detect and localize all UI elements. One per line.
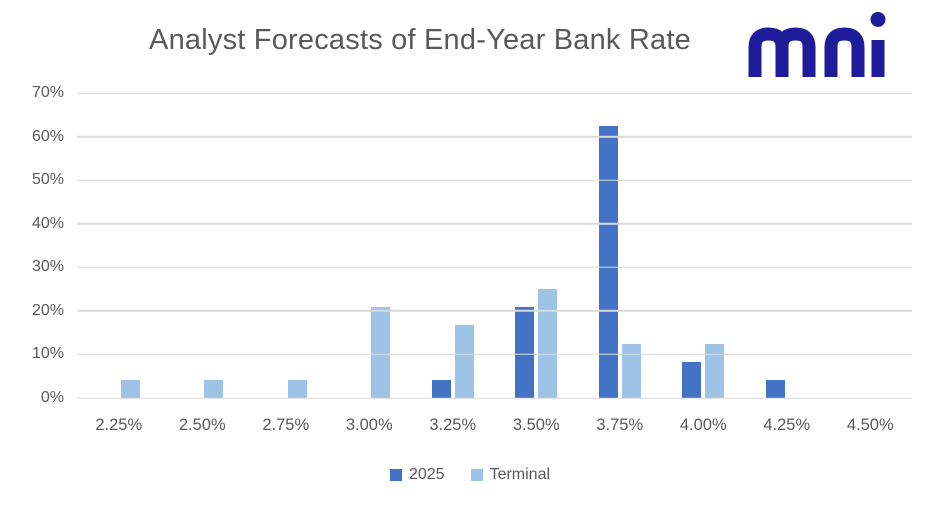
category-slot: [411, 93, 495, 398]
gridline: [77, 92, 912, 94]
category-slot: [745, 93, 829, 398]
bar-terminal-4.00%: [705, 343, 725, 398]
legend-label: 2025: [408, 466, 445, 483]
bar-group: [265, 93, 307, 398]
y-axis-tick-label: 30%: [31, 258, 64, 276]
gridline: [77, 310, 912, 312]
y-axis-tick-label: 70%: [31, 84, 64, 101]
x-axis-tick-label: 2.50%: [178, 416, 226, 434]
bar-group: [765, 93, 808, 398]
bar-terminal-2.50%: [204, 379, 224, 398]
bar-group: [849, 93, 891, 398]
x-axis-tick-label: 4.25%: [763, 416, 811, 434]
bar-group: [515, 93, 558, 398]
chart-title: Analyst Forecasts of End-Year Bank Rate: [149, 24, 691, 56]
gridline: [77, 222, 912, 225]
y-axis-tick-label: 10%: [31, 345, 64, 363]
bar-terminal-3.75%: [621, 343, 641, 398]
category-slot: [161, 93, 245, 398]
legend: 2025 Terminal: [0, 466, 940, 484]
legend-swatch-icon: [470, 469, 483, 481]
bar-group: [682, 93, 725, 398]
bar-2025-4.25%: [765, 379, 785, 398]
legend-swatch-icon: [389, 469, 402, 481]
bar-terminal-3.50%: [538, 289, 558, 398]
legend-item-2025: 2025: [389, 466, 445, 484]
gridline: [77, 353, 912, 356]
bar-2025-3.25%: [431, 379, 451, 398]
mni-logo: [748, 12, 886, 77]
y-axis-tick-label: 50%: [31, 171, 64, 189]
y-axis-tick-label: 0%: [40, 389, 64, 406]
x-axis-tick-label: 4.00%: [679, 416, 727, 434]
bar-terminal-3.00%: [371, 307, 391, 398]
category-slot: [578, 93, 662, 398]
gridline: [77, 135, 912, 138]
x-axis-tick-label: 2.75%: [262, 416, 310, 434]
bar-group: [431, 93, 474, 398]
bar-terminal-2.75%: [287, 379, 307, 398]
legend-label: Terminal: [489, 466, 551, 483]
category-slot: [662, 93, 746, 398]
bar-2025-3.75%: [598, 125, 618, 398]
bar-group: [598, 93, 641, 398]
bar-group: [181, 93, 224, 398]
gridline: [77, 266, 912, 269]
bar-terminal-2.25%: [120, 379, 140, 398]
y-axis-tick-label: 60%: [31, 127, 64, 145]
x-axis-tick-label: 2.25%: [95, 416, 143, 434]
category-slot: [77, 93, 161, 398]
x-axis-tick-label: 3.75%: [596, 416, 644, 434]
category-slot: [829, 93, 913, 398]
plot-area: [77, 92, 912, 399]
y-axis: 0% 10% 20% 30% 40% 50% 60% 70%: [0, 85, 64, 406]
gridline: [77, 397, 912, 399]
x-axis: 2.25% 2.50% 2.75% 3.00% 3.25% 3.50% 3.75% 4.00%…: [77, 416, 912, 435]
logo-i-dot: [870, 12, 886, 27]
bar-group: [348, 93, 391, 398]
x-axis-tick-label: 3.25%: [429, 416, 477, 434]
bars-layer: [77, 93, 912, 398]
bar-terminal-3.25%: [454, 325, 474, 398]
category-slot: [244, 93, 328, 398]
category-slot: [495, 93, 579, 398]
bar-2025-3.50%: [515, 307, 535, 398]
category-slot: [328, 93, 412, 398]
x-axis-tick-label: 3.50%: [512, 416, 560, 434]
x-axis-tick-label: 4.50%: [846, 416, 894, 434]
bar-group: [98, 93, 140, 398]
legend-item-terminal: Terminal: [470, 466, 551, 484]
logo-letter-n: [824, 27, 865, 77]
logo-letter-m: [748, 27, 816, 77]
y-axis-tick-label: 20%: [31, 301, 64, 319]
x-axis-tick-label: 3.00%: [345, 416, 393, 434]
bar-2025-4.00%: [682, 361, 702, 398]
y-axis-tick-label: 40%: [31, 214, 64, 232]
gridline: [77, 179, 912, 181]
